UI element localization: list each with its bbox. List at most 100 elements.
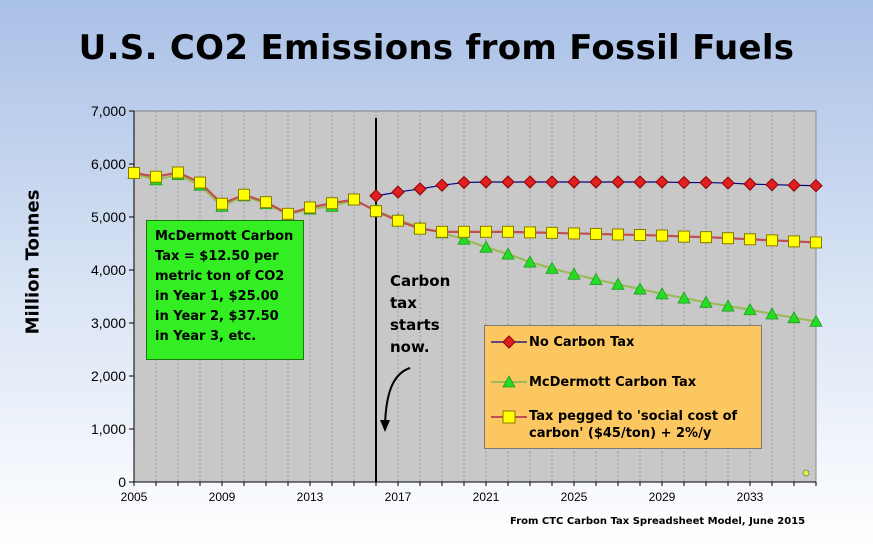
data-point-triangle [545, 261, 559, 274]
data-point-diamond [369, 189, 383, 203]
data-point-square [480, 225, 492, 238]
data-point-triangle [655, 287, 669, 300]
x-tick-label: 2025 [561, 490, 588, 504]
tax-start-note: Carbon tax starts now. [390, 272, 451, 356]
data-point-square [722, 232, 734, 245]
square-marker-icon [491, 410, 527, 424]
data-point-square [524, 226, 536, 239]
data-point-triangle [611, 277, 625, 290]
data-point-square [216, 197, 228, 210]
data-point-diamond [435, 178, 449, 192]
stray-marker [802, 469, 810, 477]
data-point-square [810, 236, 822, 249]
data-point-diamond [611, 175, 625, 189]
data-point-triangle [809, 314, 823, 327]
data-point-square [634, 229, 646, 242]
data-point-diamond [457, 175, 471, 190]
data-point-triangle [787, 310, 801, 324]
legend-item-social-cost: Tax pegged to 'social cost of carbon' ($… [485, 408, 763, 448]
y-tick-label: 2,000 [91, 368, 126, 384]
data-point-triangle [743, 302, 757, 316]
data-point-diamond [743, 177, 757, 191]
data-point-diamond [765, 177, 779, 192]
y-tick-label: 5,000 [91, 209, 126, 225]
data-point-diamond [545, 175, 559, 189]
tax-description-box: McDermott Carbon Tax = $12.50 per metric… [146, 220, 304, 360]
data-point-triangle [633, 282, 647, 295]
y-tick-label: 6,000 [91, 156, 126, 172]
data-point-triangle [721, 299, 735, 312]
x-tick-label: 2017 [385, 490, 412, 504]
page-title: U.S. CO2 Emissions from Fossil Fuels [78, 28, 795, 68]
source-note: From CTC Carbon Tax Spreadsheet Model, J… [510, 516, 806, 527]
x-tick-label: 2033 [737, 490, 764, 504]
legend-item-mcdermott: McDermott Carbon Tax [485, 370, 763, 394]
y-tick-label: 1,000 [91, 421, 126, 437]
data-point-square [370, 205, 382, 218]
data-point-square [568, 227, 580, 240]
data-point-square [546, 226, 558, 239]
data-point-diamond [523, 175, 537, 189]
y-tick-label: 0 [118, 474, 126, 490]
y-tick-label: 7,000 [91, 103, 126, 119]
data-point-square [612, 228, 624, 241]
data-point-square [348, 193, 360, 206]
data-point-square [392, 214, 404, 227]
data-point-diamond [589, 175, 603, 189]
data-point-square [260, 196, 272, 209]
data-point-triangle [567, 267, 581, 280]
legend-item-no-tax: No Carbon Tax [485, 330, 763, 354]
data-point-square [766, 234, 778, 247]
legend-label-mcdermott: McDermott Carbon Tax [529, 375, 697, 390]
data-point-diamond [699, 175, 713, 190]
data-point-diamond [479, 175, 493, 189]
data-point-square [436, 225, 448, 238]
triangle-marker-icon [491, 375, 527, 388]
legend: No Carbon Tax McDermott Carbon Tax Tax p… [484, 325, 762, 449]
series-diamond [369, 175, 823, 203]
data-point-diamond [633, 175, 647, 189]
data-point-diamond [391, 185, 405, 199]
y-axis-label: Million Tonnes [22, 189, 44, 335]
data-point-triangle [501, 247, 515, 260]
x-tick-label: 2005 [121, 490, 148, 504]
data-point-square [414, 222, 426, 235]
data-point-diamond [809, 179, 823, 193]
data-point-square [238, 188, 250, 201]
series-layer [127, 166, 823, 327]
data-point-square [326, 197, 338, 210]
data-point-diamond [501, 175, 515, 189]
data-point-triangle [699, 295, 713, 308]
diamond-marker-icon [491, 335, 527, 349]
legend-label-social-cost: Tax pegged to 'social cost of carbon' ($… [529, 409, 738, 441]
data-point-square [172, 166, 184, 179]
data-point-square [194, 176, 206, 189]
y-tick-label: 3,000 [91, 315, 126, 331]
data-point-triangle [523, 255, 537, 268]
data-point-square [128, 167, 140, 180]
data-point-diamond [787, 178, 801, 192]
start-arrow [380, 367, 411, 432]
data-point-triangle [479, 240, 493, 253]
data-point-square [678, 230, 690, 243]
legend-label-no-tax: No Carbon Tax [529, 335, 635, 350]
series-square [128, 166, 822, 249]
data-point-triangle [765, 307, 779, 320]
data-point-square [700, 231, 712, 244]
data-point-diamond [655, 175, 669, 189]
data-point-square [590, 227, 602, 240]
x-tick-label: 2021 [473, 490, 500, 504]
data-point-square [458, 225, 470, 238]
axes: 0 1,000 2,000 3,000 4,000 5,000 6,000 7,000 2005… [91, 103, 817, 504]
data-point-triangle [589, 272, 603, 285]
data-point-triangle [677, 291, 691, 304]
x-tick-label: 2009 [209, 490, 236, 504]
data-point-square [282, 207, 294, 220]
data-point-triangle [457, 232, 471, 245]
data-point-square [788, 235, 800, 248]
data-point-diamond [413, 182, 427, 196]
data-point-square [744, 233, 756, 246]
data-point-diamond [567, 175, 581, 189]
data-point-square [304, 201, 316, 214]
